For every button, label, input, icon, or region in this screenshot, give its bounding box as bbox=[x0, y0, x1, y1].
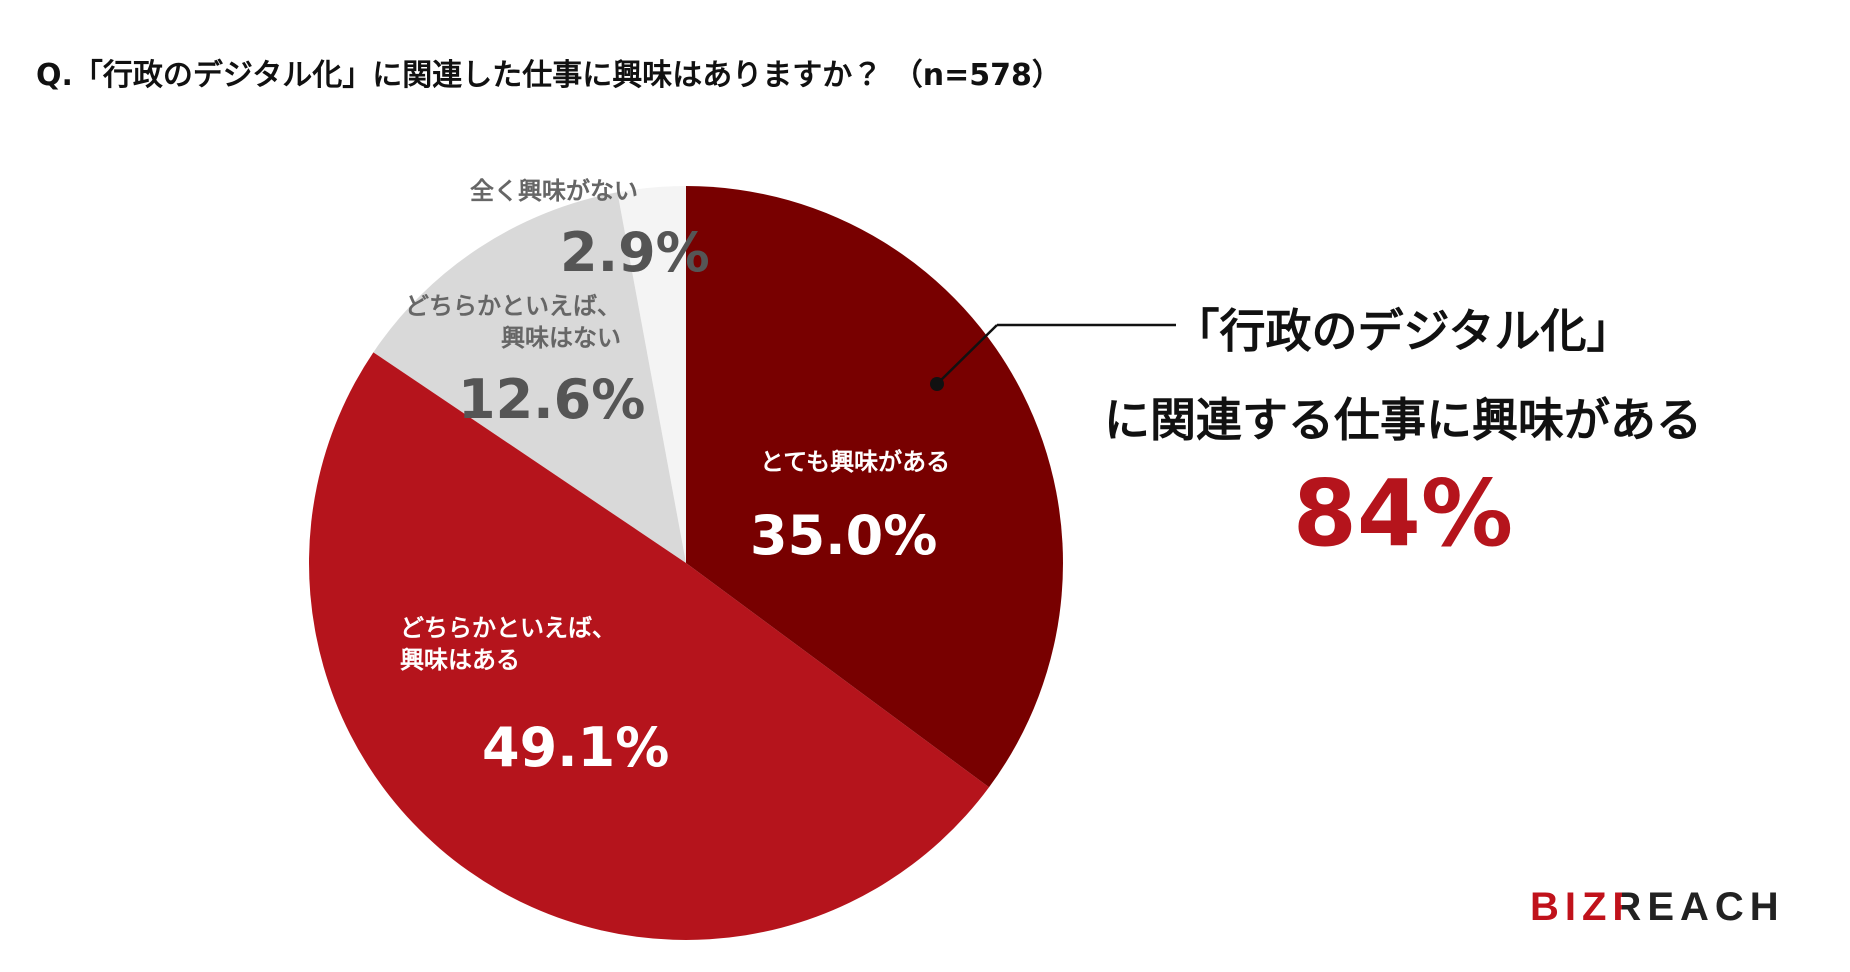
slice-label: 全く興味がない bbox=[470, 177, 638, 205]
pie-slice bbox=[373, 192, 686, 563]
slice-label: どちらかといえば、 興味はある bbox=[400, 614, 616, 675]
brand-logo: BIZREACH bbox=[1530, 885, 1785, 929]
slice-value: 2.9% bbox=[560, 221, 710, 284]
slice-value: 12.6% bbox=[458, 368, 646, 431]
callout-value: 84% bbox=[1292, 460, 1514, 567]
callout-line bbox=[936, 324, 998, 385]
slice-value: 35.0% bbox=[750, 504, 938, 567]
callout-dot bbox=[930, 377, 944, 391]
callout-text: 「行政のデジタル化」 bbox=[1173, 304, 1633, 358]
pie-slice bbox=[617, 186, 686, 563]
pie-slice bbox=[686, 186, 1063, 788]
slice-value: 49.1% bbox=[482, 716, 670, 779]
slice-label: とても興味がある bbox=[760, 448, 951, 476]
chart-title: Q.「行政のデジタル化」に関連した仕事に興味はありますか？ （n=578） bbox=[36, 58, 1062, 93]
slice-label: どちらかといえば、 興味はない bbox=[405, 292, 621, 353]
pie-slice bbox=[309, 352, 990, 940]
callout-text: に関連する仕事に興味がある bbox=[1104, 393, 1702, 447]
